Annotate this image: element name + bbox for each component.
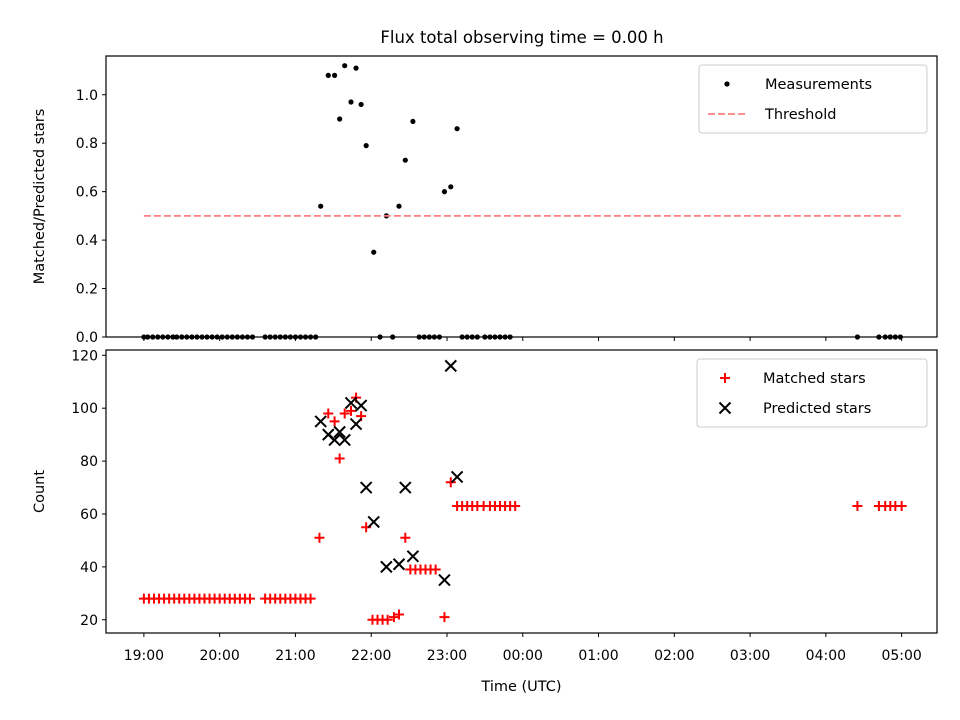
x-tick-label: 22:00 [351, 648, 391, 664]
x-axis-label: Time (UTC) [480, 679, 561, 695]
measurement-point [396, 203, 402, 209]
x-tick-label: 04:00 [806, 648, 846, 664]
top-panel: 0.0 0.2 0.4 0.6 0.8 1.0 Matched/Predicted star… [32, 55, 938, 346]
predicted-star-point [333, 425, 346, 439]
x-tick-label: 02:00 [654, 648, 694, 664]
measurement-point [371, 249, 377, 255]
predicted-star-point [380, 560, 393, 574]
legend: Measurements Threshold [698, 64, 928, 134]
y-axis-label: Matched/Predicted stars [32, 109, 48, 285]
y-tick-label: 0.4 [76, 233, 98, 249]
y-tick-label: 120 [71, 348, 98, 364]
measurement-point [337, 116, 343, 122]
x-tick-label: 00:00 [503, 648, 543, 664]
series-matched-stars [138, 392, 907, 625]
predicted-star-point [314, 415, 327, 428]
y-tick-label: 20 [80, 613, 98, 629]
legend-label: Predicted stars [763, 401, 871, 417]
legend-box [698, 64, 928, 134]
matched-star-point [388, 612, 399, 623]
matched-star-point [314, 532, 325, 543]
legend-label: Threshold [764, 107, 836, 123]
matched-star-point [346, 405, 357, 416]
predicted-star-point [328, 433, 341, 447]
matched-star-point [430, 564, 441, 575]
chart-title: Flux total observing time = 0.00 h [380, 28, 663, 47]
measurement-point [348, 99, 354, 105]
measurement-point [441, 189, 448, 195]
matched-star-point [334, 453, 345, 464]
y-axis-label: Count [32, 470, 48, 513]
legend-marker-dot [724, 81, 730, 87]
predicted-star-point [399, 481, 412, 494]
measurement-point [353, 65, 359, 71]
x-tick-label: 21:00 [275, 648, 315, 664]
x-tick-label: 19:00 [124, 648, 164, 664]
predicted-star-point [349, 417, 363, 431]
legend-marker-x [718, 401, 732, 415]
x-tick-label: 05:00 [881, 648, 921, 664]
measurement-point [410, 118, 416, 125]
bottom-panel: 20 40 60 80 100 120 19:00 20:00 21:00 22:00 23:00 0… [32, 348, 938, 695]
predicted-star-point [438, 573, 451, 587]
predicted-star-point [359, 481, 373, 494]
measurement-point [325, 72, 331, 78]
matched-star-point [400, 532, 411, 543]
axes-frame [105, 349, 938, 634]
y-tick-label: 1.0 [76, 88, 98, 104]
x-tick-label: 23:00 [427, 648, 467, 664]
measurement-point [454, 126, 460, 132]
y-tick-label: 0.6 [76, 185, 98, 201]
measurement-point [363, 143, 369, 149]
predicted-star-point [406, 550, 420, 563]
measurement-point [358, 101, 364, 108]
predicted-star-point [444, 359, 457, 373]
series-predicted-stars [314, 359, 464, 587]
matched-star-point [329, 416, 340, 427]
y-tick-label: 40 [80, 560, 98, 576]
matched-star-point [896, 501, 907, 512]
matched-star-point [439, 612, 450, 623]
y-tick-label: 80 [80, 454, 98, 470]
matched-star-point [339, 408, 350, 419]
y-tick-label: 60 [80, 507, 98, 523]
legend-label: Measurements [765, 77, 872, 93]
legend-label: Matched stars [763, 371, 866, 387]
matched-star-point [244, 593, 255, 604]
predicted-star-point [344, 396, 358, 410]
matched-star-point [323, 408, 334, 419]
matched-star-point [305, 593, 316, 604]
measurement-point [448, 184, 454, 190]
y-tick-label: 0.0 [76, 330, 98, 346]
matched-star-point [510, 501, 521, 512]
measurement-point [342, 63, 348, 69]
y-tick-label: 0.8 [76, 136, 98, 152]
matched-star-point [852, 501, 863, 512]
x-tick-label: 03:00 [730, 648, 770, 664]
predicted-star-point [367, 515, 380, 529]
predicted-star-point [354, 399, 368, 412]
matched-star-point [445, 477, 456, 488]
legend: Matched stars Predicted stars [696, 358, 928, 428]
legend-marker-plus [720, 373, 730, 383]
x-tick-label: 20:00 [199, 648, 239, 664]
matched-star-point [393, 609, 404, 620]
axes-frame [105, 55, 938, 338]
y-tick-label: 100 [71, 401, 98, 417]
measurement-point [331, 72, 338, 78]
measurement-point [318, 203, 324, 209]
y-tick-label: 0.2 [76, 282, 98, 298]
predicted-star-point [450, 470, 464, 484]
measurement-point [402, 157, 408, 163]
predicted-star-point [338, 433, 351, 447]
predicted-star-point [392, 558, 406, 571]
x-tick-label: 01:00 [578, 648, 618, 664]
legend-box [696, 358, 928, 428]
matched-star-point [382, 614, 393, 625]
